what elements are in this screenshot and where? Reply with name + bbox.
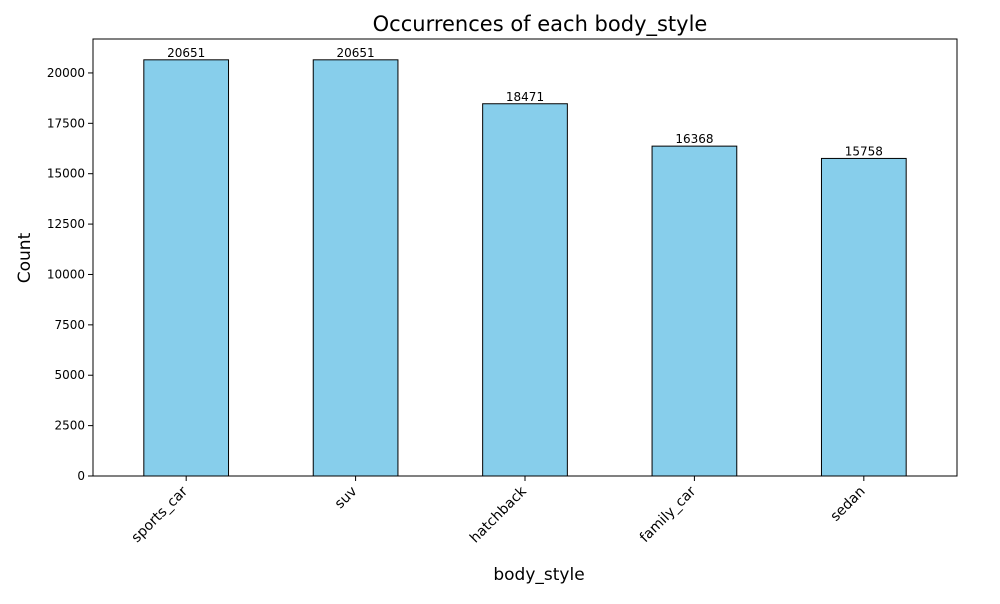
bar-value-label: 18471	[506, 90, 544, 104]
bar-value-label: 20651	[336, 46, 374, 60]
chart-title: Occurrences of each body_style	[373, 12, 708, 37]
x-axis: sports_car suv hatchback family_car sedan	[129, 476, 869, 546]
y-tick-label: 20000	[47, 66, 85, 80]
x-tick-label: family_car	[637, 483, 700, 546]
y-tick-label: 15000	[47, 167, 85, 181]
y-tick-label: 0	[77, 469, 85, 483]
bars-layer	[143, 59, 907, 477]
bar-value-label: 15758	[845, 144, 883, 158]
y-axis-title: Count	[15, 232, 35, 283]
bar-value-label: 20651	[167, 46, 205, 60]
y-tick-label: 10000	[47, 267, 85, 281]
y-tick-label: 7500	[54, 318, 85, 332]
bar-suv	[312, 59, 399, 477]
x-tick-label: sports_car	[129, 483, 192, 546]
y-tick-label: 12500	[47, 217, 85, 231]
bar-family-car	[651, 145, 738, 477]
bar-sedan	[820, 157, 907, 477]
bar-hatchback	[482, 103, 568, 477]
x-tick-label: hatchback	[467, 483, 530, 546]
value-labels-layer: 20651 20651 18471 16368 15758	[167, 46, 883, 159]
x-tick-label: sedan	[827, 484, 868, 525]
x-tick-label: suv	[332, 484, 361, 513]
bar-value-label: 16368	[675, 132, 713, 146]
bar-sports-car	[143, 59, 230, 477]
y-axis: 0 2500 5000 7500 10000 12500 15000 17500 20000	[47, 66, 93, 483]
y-tick-label: 5000	[54, 368, 85, 382]
x-axis-title: body_style	[493, 565, 584, 585]
plot-frame	[92, 38, 958, 477]
y-tick-label: 2500	[54, 419, 85, 433]
y-tick-label: 17500	[47, 116, 85, 130]
